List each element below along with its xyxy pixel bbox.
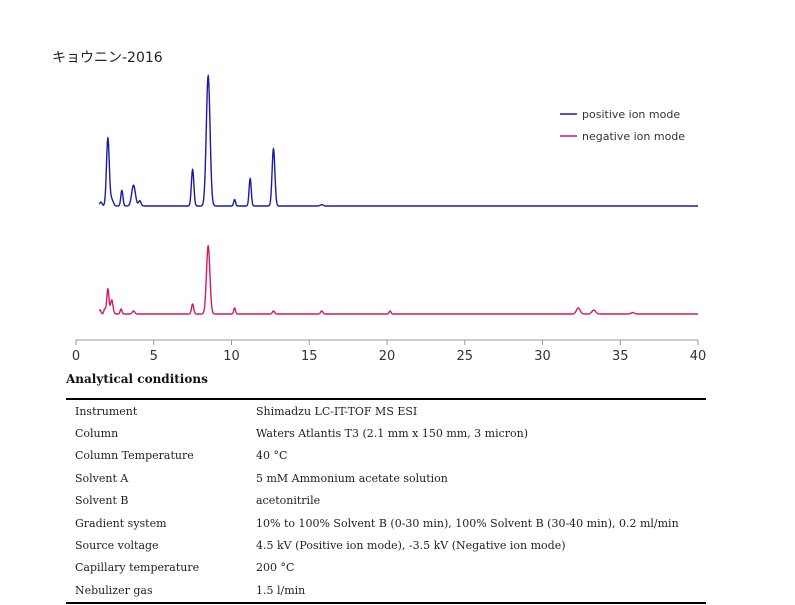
table-row: Instrument Shimadzu LC-IT-TOF MS ESI bbox=[66, 399, 706, 422]
table-row: Column Waters Atlantis T3 (2.1 mm x 150 m… bbox=[66, 422, 706, 444]
legend: positive ion mode negative ion mode bbox=[560, 108, 685, 143]
x-tick-label: 35 bbox=[612, 349, 629, 364]
condition-value: 200 °C bbox=[256, 561, 295, 575]
condition-key: Nebulizer gas bbox=[75, 583, 153, 597]
condition-value: Shimadzu LC-IT-TOF MS ESI bbox=[256, 404, 418, 418]
table-row: Gradient system 10% to 100% Solvent B (0-… bbox=[66, 512, 706, 534]
chart-title: キョウニン-2016 bbox=[52, 50, 163, 66]
condition-key: Source voltage bbox=[75, 539, 159, 553]
condition-value: 1.5 l/min bbox=[256, 583, 306, 597]
x-axis: 0 5 10 15 20 25 30 35 40 bbox=[72, 339, 707, 364]
condition-value: acetonitrile bbox=[256, 494, 321, 508]
x-tick-label: 20 bbox=[379, 349, 396, 364]
series-line-negative bbox=[98, 244, 698, 315]
legend-label-negative: negative ion mode bbox=[582, 130, 685, 143]
x-tick-label: 40 bbox=[690, 349, 707, 364]
condition-key: Solvent B bbox=[75, 494, 129, 508]
table-row: Capillary temperature 200 °C bbox=[66, 557, 706, 579]
chromatogram-traces bbox=[98, 73, 698, 315]
x-tick-label: 0 bbox=[72, 349, 80, 364]
chromatogram-chart: キョウニン-2016 positive ion mode negative io… bbox=[52, 50, 707, 364]
condition-key: Column Temperature bbox=[75, 449, 194, 463]
table-row: Solvent B acetonitrile bbox=[66, 490, 706, 512]
condition-key: Column bbox=[75, 427, 119, 441]
table-row: Nebulizer gas 1.5 l/min bbox=[66, 579, 706, 602]
condition-key: Solvent A bbox=[75, 471, 129, 485]
series-line-positive bbox=[98, 73, 698, 207]
condition-value: 5 mM Ammonium acetate solution bbox=[256, 471, 448, 485]
x-tick-label: 25 bbox=[456, 349, 473, 364]
legend-label-positive: positive ion mode bbox=[582, 108, 680, 121]
table-row: Solvent A 5 mM Ammonium acetate solution bbox=[66, 467, 706, 489]
condition-key: Instrument bbox=[75, 404, 138, 418]
table-row: Column Temperature 40 °C bbox=[66, 445, 706, 467]
table-row: Source voltage 4.5 kV (Positive ion mode)… bbox=[66, 534, 706, 556]
x-tick-label: 5 bbox=[150, 349, 158, 364]
condition-value: 40 °C bbox=[256, 449, 288, 463]
condition-value: Waters Atlantis T3 (2.1 mm x 150 mm, 3 m… bbox=[256, 427, 529, 441]
x-tick-label: 30 bbox=[534, 349, 551, 364]
condition-value: 10% to 100% Solvent B (0-30 min), 100% S… bbox=[256, 516, 679, 530]
condition-key: Gradient system bbox=[75, 516, 167, 530]
conditions-title: Analytical conditions bbox=[66, 372, 208, 386]
x-tick-label: 15 bbox=[301, 349, 318, 364]
conditions-table: Instrument Shimadzu LC-IT-TOF MS ESI Colu… bbox=[66, 398, 706, 604]
condition-key: Capillary temperature bbox=[75, 561, 200, 575]
condition-value: 4.5 kV (Positive ion mode), -3.5 kV (Neg… bbox=[256, 539, 566, 553]
x-tick-label: 10 bbox=[223, 349, 240, 364]
